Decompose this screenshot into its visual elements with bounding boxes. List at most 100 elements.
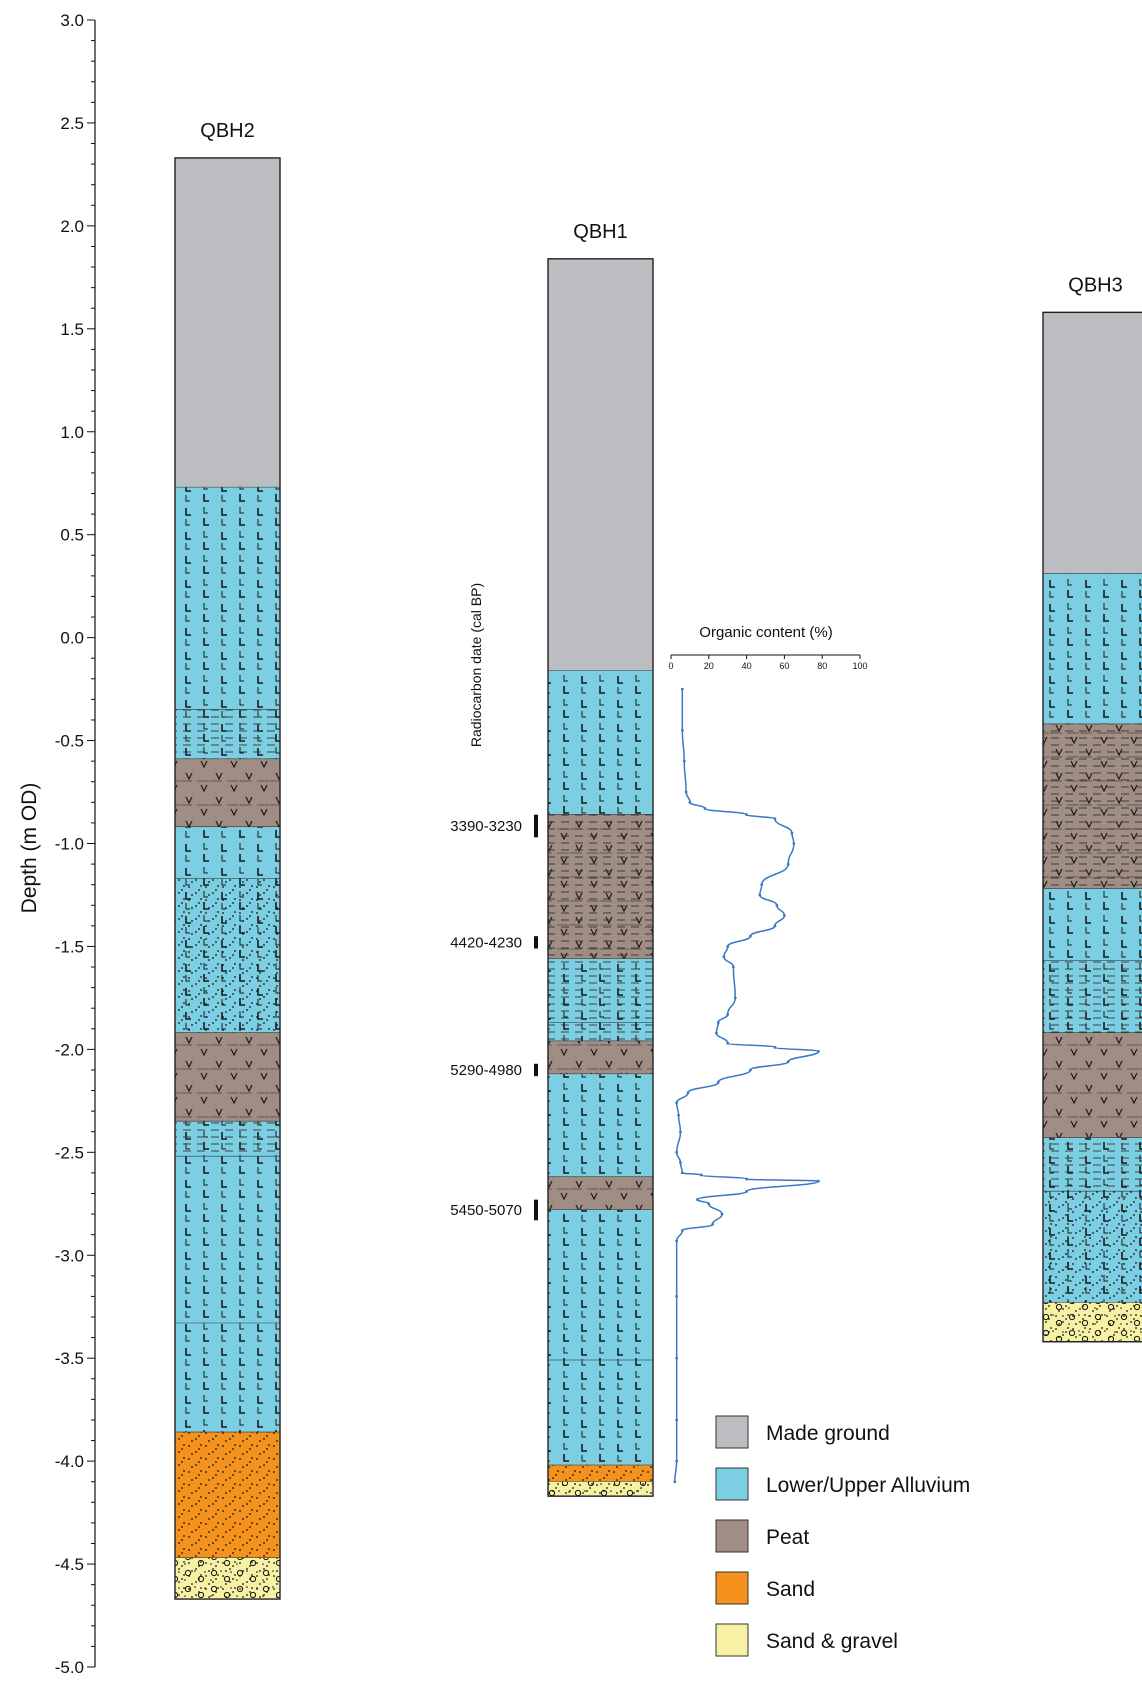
legend-label: Lower/Upper Alluvium [766, 1474, 970, 1497]
column-border [1042, 311, 1142, 1343]
organic-point [817, 1050, 820, 1053]
column-title: QBH1 [573, 221, 627, 243]
column-border [547, 258, 654, 1497]
organic-point [773, 1045, 777, 1049]
tick-label: -2.5 [55, 1143, 84, 1162]
layer-texture [175, 1323, 280, 1433]
tick-label: 2.5 [60, 114, 84, 133]
organic-point [731, 965, 735, 969]
tick-label: -0.5 [55, 732, 84, 751]
date-marker [534, 814, 538, 838]
layer-texture [548, 1481, 653, 1497]
organic-point [675, 1150, 679, 1154]
layer-texture [1043, 724, 1142, 889]
layer-texture [175, 709, 280, 760]
organic-point [677, 1113, 680, 1117]
layer-texture [548, 1465, 653, 1482]
organic-point [720, 1212, 724, 1216]
layer-texture [1043, 1032, 1142, 1138]
date-marker [534, 1199, 538, 1221]
layer-texture [548, 1074, 653, 1178]
organic-point [745, 1190, 748, 1193]
organic-tick-label: 20 [704, 661, 714, 671]
tick-label: -1.0 [55, 835, 84, 854]
legend-swatch [715, 1519, 749, 1553]
depth-axis: 3.0 2.5 2.0 1.5 1.0 0.5 0.0 -0.5 -1.0 -1.5 -2.0 -2.… [55, 11, 96, 1677]
layer-texture [548, 670, 653, 815]
organic-point [773, 924, 777, 928]
column-title: QBH3 [1068, 274, 1122, 296]
layer-texture [548, 1022, 653, 1042]
legend-swatch [715, 1571, 749, 1605]
layer-texture [175, 1121, 280, 1157]
tick-label: -3.5 [55, 1349, 84, 1368]
organic-point [790, 831, 794, 835]
column-qbh2: QBH2 [174, 120, 281, 1600]
organic-point [786, 862, 790, 866]
organic-point [745, 1177, 748, 1181]
organic-point [711, 1222, 714, 1226]
tick-label: -4.0 [55, 1452, 84, 1471]
organic-content-title: Organic content (%) [699, 624, 832, 641]
organic-point [703, 807, 707, 810]
layer-texture [1043, 960, 1142, 1033]
organic-tick-label: 0 [668, 661, 673, 671]
organic-point [680, 1171, 684, 1175]
radiocarbon-dates: 3390-3230 4420-4230 5290-4980 5450-5070 [450, 814, 538, 1221]
legend-label: Made ground [766, 1422, 890, 1445]
radiocarbon-title: Radiocarbon date (cal BP) [468, 583, 484, 747]
organic-point [688, 800, 692, 804]
organic-point [680, 1229, 684, 1232]
organic-point [716, 1021, 720, 1025]
layer-texture [548, 958, 653, 1023]
column-border [174, 157, 281, 1600]
organic-point [696, 1198, 699, 1202]
organic-point [760, 883, 764, 887]
organic-point [786, 1060, 790, 1064]
column-qbh3: QBH3 [1042, 274, 1142, 1343]
tick-label: 0.0 [60, 629, 84, 648]
layer-texture [175, 1557, 280, 1600]
organic-point [675, 1418, 679, 1422]
tick-label: -2.0 [55, 1040, 84, 1059]
organic-point [684, 790, 688, 794]
organic-point [792, 842, 796, 845]
organic-point [726, 945, 730, 948]
layer-texture [175, 827, 280, 879]
organic-point [748, 934, 752, 938]
organic-point [682, 759, 686, 763]
borehole-columns: QBH2 QBH1 QBH3 [174, 120, 1142, 1600]
organic-point [680, 728, 684, 732]
tick-label: 1.5 [60, 320, 84, 339]
organic-point [686, 1091, 690, 1095]
organic-point [745, 813, 748, 817]
layer-texture [175, 1432, 280, 1558]
layer-texture [1043, 573, 1142, 725]
tick-label: -1.5 [55, 937, 84, 956]
layer-made [548, 258, 653, 671]
date-marker [534, 936, 538, 949]
organic-point [733, 996, 737, 1000]
y-axis-title: Depth (m OD) [18, 783, 41, 914]
layer-texture [1043, 1191, 1142, 1303]
organic-point [726, 1041, 730, 1045]
layer-texture [175, 487, 280, 710]
organic-point [722, 955, 726, 959]
layer-made [1043, 312, 1142, 574]
column-title: QBH2 [200, 120, 254, 142]
date-label: 5290-4980 [450, 1062, 522, 1079]
organic-point [758, 893, 762, 897]
layer-texture [548, 1209, 653, 1361]
layer-texture [548, 1041, 653, 1075]
legend-swatch [715, 1467, 749, 1501]
date-marker [534, 1063, 538, 1077]
date-label: 5450-5070 [450, 1202, 522, 1219]
layer-texture [548, 1360, 653, 1466]
tick-label: 2.0 [60, 217, 84, 236]
legend-label: Sand [766, 1578, 815, 1601]
legend-swatch [715, 1623, 749, 1657]
organic-point [699, 1173, 703, 1177]
legend-label: Peat [766, 1526, 809, 1549]
organic-point [748, 1068, 752, 1072]
organic-point [675, 1239, 679, 1243]
